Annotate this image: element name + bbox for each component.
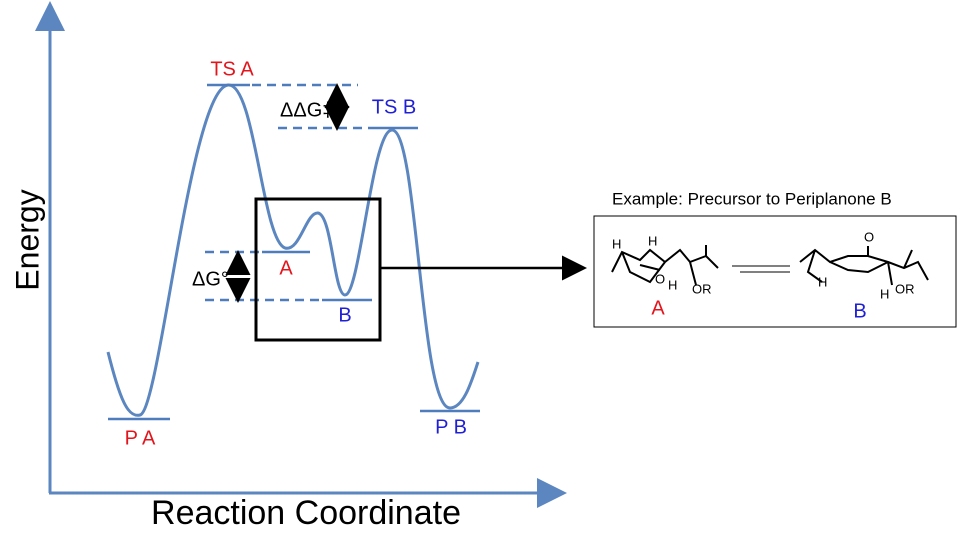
atom-label: H	[668, 277, 677, 292]
atom-label: OR	[692, 281, 712, 296]
zoom-box	[254, 197, 382, 342]
dg-label: ΔG°	[192, 268, 229, 290]
state-label: TS A	[210, 58, 254, 80]
energy-curve	[106, 83, 480, 417]
atom-label: OR	[895, 281, 915, 296]
conformer-label: A	[651, 297, 665, 319]
ddg-label: ΔΔG‡	[280, 99, 333, 121]
atom-label: H	[648, 233, 657, 248]
state-label: P A	[125, 427, 156, 449]
atom-label: H	[818, 274, 827, 289]
y-axis-label: Energy	[9, 189, 45, 290]
molecule-a	[611, 245, 719, 286]
molecule-b	[799, 246, 929, 286]
example-title: Example: Precursor to Periplanone B	[612, 189, 892, 208]
atom-label: H	[880, 286, 889, 301]
state-label: A	[279, 257, 293, 279]
atom-label: H	[612, 236, 621, 251]
state-label: TS B	[372, 96, 416, 118]
x-axis-label: Reaction Coordinate	[151, 494, 461, 532]
atom-label: O	[655, 271, 665, 286]
atom-label: O	[864, 229, 874, 244]
state-label: B	[338, 304, 351, 326]
conformer-label: B	[853, 300, 866, 322]
state-label: P B	[435, 416, 467, 438]
